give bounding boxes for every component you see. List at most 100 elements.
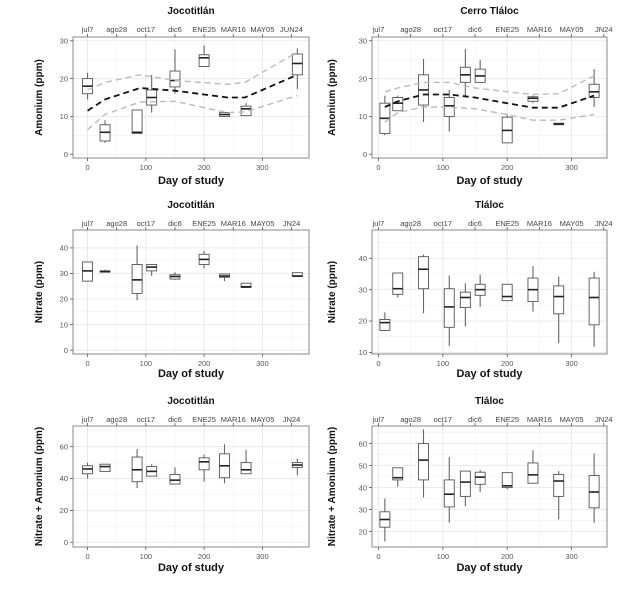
boxplot [291, 272, 303, 277]
x-axis-label: Day of study [456, 368, 523, 380]
y-tick-label: 10 [60, 112, 68, 121]
top-date-label: MAY05 [560, 25, 584, 34]
x-tick-label: 100 [437, 359, 450, 368]
trend-upper-bound [87, 51, 298, 91]
y-tick-label: 20 [60, 295, 68, 304]
x-tick-label: 0 [85, 163, 89, 172]
x-tick-label: 0 [376, 552, 380, 561]
x-tick-label: 300 [256, 163, 269, 172]
top-date-label: MAR16 [221, 415, 246, 424]
boxplot [501, 283, 513, 302]
panel-title: Jocotitlán [167, 396, 214, 407]
boxplot [443, 456, 455, 523]
boxplot [146, 74, 158, 113]
y-tick-label: 20 [359, 74, 367, 83]
y-tick-label: 20 [359, 317, 367, 326]
y-tick-label: 0 [363, 150, 367, 159]
y-tick-label: 0 [64, 538, 68, 547]
y-tick-label: 0 [64, 150, 68, 159]
box [291, 53, 303, 76]
boxplot [392, 467, 404, 487]
top-date-label: MAY05 [250, 219, 274, 228]
boxplot [146, 464, 158, 477]
box [553, 473, 565, 497]
top-date-label: JN24 [283, 415, 301, 424]
top-date-label: JN24 [283, 219, 301, 228]
plot-frame [371, 425, 608, 548]
top-date-label: jul7 [81, 415, 94, 424]
y-tick-label: 20 [359, 527, 367, 536]
boxplot [240, 282, 252, 288]
y-tick-label: 10 [60, 320, 68, 329]
boxplot [379, 95, 391, 136]
top-date-label: jul7 [372, 219, 385, 228]
top-date-label: MAR16 [527, 219, 552, 228]
box [198, 54, 210, 67]
x-tick-label: 200 [198, 163, 211, 172]
top-date-label: jul7 [81, 25, 94, 34]
top-date-label: MAR16 [527, 415, 552, 424]
x-tick-label: 0 [85, 552, 89, 561]
boxplot [240, 103, 252, 117]
box [392, 272, 404, 295]
boxplot [99, 120, 111, 143]
box [379, 319, 391, 331]
top-date-label: ENE25 [495, 415, 519, 424]
x-tick-label: 100 [140, 359, 153, 368]
plot-background [372, 426, 607, 547]
panel-title: Jocotitlán [167, 6, 214, 17]
x-tick-label: 200 [501, 552, 514, 561]
panel-title: Tláloc [475, 396, 504, 407]
boxplot [392, 272, 404, 298]
boxplot [443, 275, 455, 347]
top-date-label: oct17 [434, 219, 452, 228]
x-axis-label: Day of study [158, 562, 225, 574]
boxplot [474, 274, 486, 307]
y-tick-label: 40 [359, 483, 367, 492]
box [588, 83, 600, 98]
x-tick-label: 100 [140, 552, 153, 561]
plot-frame [371, 36, 608, 159]
panel-3: 0 10 20 30 40 0 100 200 300 jul7 ago28 oct17 dic6 ENE… [34, 200, 310, 380]
top-date-label: JN24 [595, 219, 613, 228]
x-tick-label: 0 [376, 163, 380, 172]
top-date-label: ago28 [400, 415, 421, 424]
x-tick-label: 0 [85, 359, 89, 368]
boxplot [553, 122, 565, 126]
boxplot [459, 283, 471, 327]
panel-title: Tláloc [475, 200, 504, 211]
box [131, 264, 143, 294]
box [501, 283, 513, 302]
plot-background [372, 230, 607, 354]
top-date-label: jul7 [372, 25, 385, 34]
boxplot [131, 245, 143, 301]
boxplot [99, 463, 111, 472]
boxplot [553, 276, 565, 344]
box [527, 462, 539, 484]
trend-upper-bound [384, 75, 595, 96]
boxplot [527, 266, 539, 312]
boxplot [588, 69, 600, 107]
top-date-label: oct17 [434, 25, 452, 34]
x-tick-label: 300 [565, 359, 578, 368]
top-date-label: ENE25 [192, 25, 216, 34]
boxplot [219, 444, 230, 484]
top-date-label: dic6 [468, 415, 482, 424]
box [588, 277, 600, 326]
boxplot [474, 470, 486, 492]
boxplot [219, 112, 230, 118]
y-axis-label: Nitrate + Amonium (ppm) [34, 427, 45, 546]
top-date-label: JN24 [595, 415, 613, 424]
top-date-label: oct17 [137, 25, 155, 34]
x-axis-label: Day of study [158, 175, 225, 187]
box [459, 291, 471, 308]
boxplot [459, 470, 471, 507]
top-date-label: ENE25 [495, 25, 519, 34]
y-tick-label: 30 [359, 505, 367, 514]
boxplot [240, 449, 252, 475]
top-date-label: dic6 [168, 25, 182, 34]
top-date-label: JN24 [595, 25, 613, 34]
x-tick-label: 300 [256, 359, 269, 368]
top-date-label: oct17 [137, 219, 155, 228]
box [131, 109, 143, 134]
